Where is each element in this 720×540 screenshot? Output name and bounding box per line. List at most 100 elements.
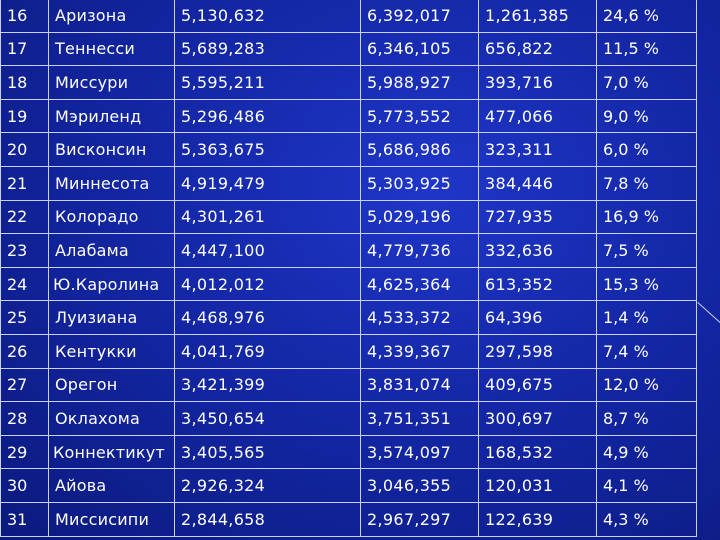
population-2010-cell: 5,988,927 <box>360 65 479 100</box>
population-change-cell: 120,031 <box>478 468 597 503</box>
table-row: 26 Кентукки 4,041,769 4,339,367 297,598 7,4 % <box>0 333 697 369</box>
population-2000-cell: 4,012,012 <box>174 266 361 302</box>
state-name-cell: Миссури <box>48 65 175 100</box>
population-2010-cell: 4,625,364 <box>360 266 479 302</box>
population-2010-cell: 5,029,196 <box>360 199 479 235</box>
rank-cell: 30 <box>0 468 49 503</box>
population-2000-cell: 4,468,976 <box>174 300 361 335</box>
population-2010-cell: 4,533,372 <box>360 300 479 335</box>
population-table: 16 Аризона 5,130,632 6,392,017 1,261,385 24,6… <box>0 0 697 537</box>
state-name-cell: Ю.Каролина <box>48 266 175 302</box>
population-2000-cell: 2,926,324 <box>174 468 361 503</box>
table-row: 30 Айова 2,926,324 3,046,355 120,031 4,1 % <box>0 468 697 503</box>
percent-change-cell: 24,6 % <box>596 0 697 33</box>
percent-change-cell: 4,9 % <box>596 434 697 470</box>
percent-change-cell: 9,0 % <box>596 98 697 134</box>
state-name-cell: Аризона <box>48 0 175 33</box>
table-row: 22 Колорадо 4,301,261 5,029,196 727,935 16,9 … <box>0 199 697 235</box>
table-row: 16 Аризона 5,130,632 6,392,017 1,261,385 24,6… <box>0 0 697 33</box>
population-2000-cell: 4,041,769 <box>174 333 361 369</box>
state-name-cell: Колорадо <box>48 199 175 235</box>
population-change-cell: 613,352 <box>478 266 597 302</box>
table-row: 17 Теннесси 5,689,283 6,346,105 656,822 11,5 … <box>0 31 697 67</box>
table-row: 27 Орегон 3,421,399 3,831,074 409,675 12,0 % <box>0 367 697 403</box>
population-change-cell: 1,261,385 <box>478 0 597 33</box>
population-2000-cell: 5,363,675 <box>174 132 361 167</box>
rank-cell: 28 <box>0 401 49 436</box>
population-2010-cell: 5,686,986 <box>360 132 479 167</box>
population-2010-cell: 3,751,351 <box>360 401 479 436</box>
table-row: 25 Луизиана 4,468,976 4,533,372 64,396 1,4 % <box>0 300 697 335</box>
population-2010-cell: 3,046,355 <box>360 468 479 503</box>
rank-cell: 16 <box>0 0 49 33</box>
rank-cell: 29 <box>0 434 49 470</box>
population-2000-cell: 3,450,654 <box>174 401 361 436</box>
percent-change-cell: 16,9 % <box>596 199 697 235</box>
population-2000-cell: 5,689,283 <box>174 31 361 67</box>
table-row: 24 Ю.Каролина 4,012,012 4,625,364 613,352 15,… <box>0 266 697 302</box>
population-2010-cell: 6,392,017 <box>360 0 479 33</box>
population-2010-cell: 3,831,074 <box>360 367 479 403</box>
population-2010-cell: 6,346,105 <box>360 31 479 67</box>
population-change-cell: 300,697 <box>478 401 597 436</box>
population-2000-cell: 5,130,632 <box>174 0 361 33</box>
population-2010-cell: 5,303,925 <box>360 165 479 201</box>
population-2010-cell: 3,574,097 <box>360 434 479 470</box>
state-name-cell: Коннектикут <box>48 434 175 470</box>
rank-cell: 18 <box>0 65 49 100</box>
population-2000-cell: 3,421,399 <box>174 367 361 403</box>
population-change-cell: 409,675 <box>478 367 597 403</box>
population-2000-cell: 2,844,658 <box>174 501 361 537</box>
population-change-cell: 477,066 <box>478 98 597 134</box>
state-name-cell: Кентукки <box>48 333 175 369</box>
percent-change-cell: 7,5 % <box>596 233 697 268</box>
decorative-line <box>697 302 720 330</box>
state-name-cell: Теннесси <box>48 31 175 67</box>
state-name-cell: Оклахома <box>48 401 175 436</box>
percent-change-cell: 7,0 % <box>596 65 697 100</box>
population-change-cell: 323,311 <box>478 132 597 167</box>
population-change-cell: 727,935 <box>478 199 597 235</box>
population-2000-cell: 4,919,479 <box>174 165 361 201</box>
table-row: 20 Висконсин 5,363,675 5,686,986 323,311 6,0 … <box>0 132 697 167</box>
percent-change-cell: 11,5 % <box>596 31 697 67</box>
table-row: 21 Миннесота 4,919,479 5,303,925 384,446 7,8 … <box>0 165 697 201</box>
percent-change-cell: 6,0 % <box>596 132 697 167</box>
rank-cell: 26 <box>0 333 49 369</box>
rank-cell: 17 <box>0 31 49 67</box>
population-2010-cell: 2,967,297 <box>360 501 479 537</box>
table-row: 23 Алабама 4,447,100 4,779,736 332,636 7,5 % <box>0 233 697 268</box>
population-2000-cell: 4,447,100 <box>174 233 361 268</box>
percent-change-cell: 1,4 % <box>596 300 697 335</box>
population-2000-cell: 5,595,211 <box>174 65 361 100</box>
state-name-cell: Висконсин <box>48 132 175 167</box>
population-2010-cell: 4,779,736 <box>360 233 479 268</box>
population-change-cell: 297,598 <box>478 333 597 369</box>
population-change-cell: 64,396 <box>478 300 597 335</box>
percent-change-cell: 4,1 % <box>596 468 697 503</box>
percent-change-cell: 7,4 % <box>596 333 697 369</box>
population-change-cell: 393,716 <box>478 65 597 100</box>
population-change-cell: 384,446 <box>478 165 597 201</box>
table-row: 19 Мэриленд 5,296,486 5,773,552 477,066 9,0 % <box>0 98 697 134</box>
state-name-cell: Мэриленд <box>48 98 175 134</box>
rank-cell: 31 <box>0 501 49 537</box>
percent-change-cell: 8,7 % <box>596 401 697 436</box>
population-change-cell: 122,639 <box>478 501 597 537</box>
state-name-cell: Миннесота <box>48 165 175 201</box>
rank-cell: 19 <box>0 98 49 134</box>
rank-cell: 22 <box>0 199 49 235</box>
table-row: 18 Миссури 5,595,211 5,988,927 393,716 7,0 % <box>0 65 697 100</box>
table-row: 29 Коннектикут 3,405,565 3,574,097 168,532 4,… <box>0 434 697 470</box>
state-name-cell: Луизиана <box>48 300 175 335</box>
population-2010-cell: 5,773,552 <box>360 98 479 134</box>
percent-change-cell: 7,8 % <box>596 165 697 201</box>
table-body: 16 Аризона 5,130,632 6,392,017 1,261,385 24,6… <box>0 0 697 537</box>
state-name-cell: Алабама <box>48 233 175 268</box>
population-change-cell: 168,532 <box>478 434 597 470</box>
rank-cell: 20 <box>0 132 49 167</box>
population-2000-cell: 3,405,565 <box>174 434 361 470</box>
percent-change-cell: 15,3 % <box>596 266 697 302</box>
state-name-cell: Айова <box>48 468 175 503</box>
table-row: 31 Миссисипи 2,844,658 2,967,297 122,639 4,3 … <box>0 501 697 537</box>
